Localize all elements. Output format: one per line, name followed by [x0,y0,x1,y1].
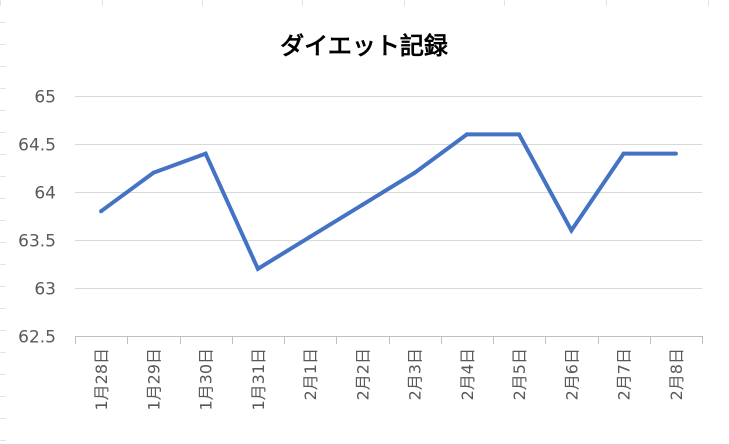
spreadsheet-background-lines [0,0,709,441]
x-tick-label: 1月28日 [92,348,111,411]
data-point [673,151,678,156]
data-point [99,209,104,214]
y-tick-label: 64.5 [18,136,56,156]
x-axis [75,336,703,344]
x-tick-label: 1月30日 [197,348,216,411]
series-group [99,132,678,272]
x-tick-label: 2月6日 [562,348,581,400]
chart-title: ダイエット記録 [280,32,449,60]
x-tick-label: 2月7日 [615,348,634,400]
x-tick-label: 2月3日 [406,348,425,400]
gridlines [75,96,702,289]
data-point [203,151,208,156]
data-point [308,234,313,239]
series-line [99,132,676,272]
data-point [151,170,156,175]
data-point [412,170,417,175]
y-tick-label: 62.5 [18,328,56,348]
y-tick-label: 63.5 [18,232,56,252]
x-tick-label: 1月31日 [249,348,268,411]
x-tick-label: 2月2日 [353,348,372,400]
x-tick-label: 2月1日 [301,348,320,400]
y-tick-label: 65 [34,88,56,108]
x-tick-label: 1月29日 [144,348,163,411]
y-tick-label: 63 [34,280,56,300]
y-axis-labels: 62.5 63 63.5 64 64.5 65 [18,88,56,348]
data-point [255,266,260,271]
x-tick-label: 2月8日 [667,348,686,400]
x-tick-label: 2月5日 [510,348,529,400]
data-point [569,228,574,233]
data-point [360,202,365,207]
data-point [517,132,522,137]
data-point [621,151,626,156]
data-point [464,132,469,137]
x-tick-label: 2月4日 [458,348,477,400]
x-axis-labels: 1月28日 1月29日 1月30日 1月31日 2月1日 2月2日 2月3日 2月4日 2月5日… [92,348,686,411]
y-tick-label: 64 [34,184,56,204]
